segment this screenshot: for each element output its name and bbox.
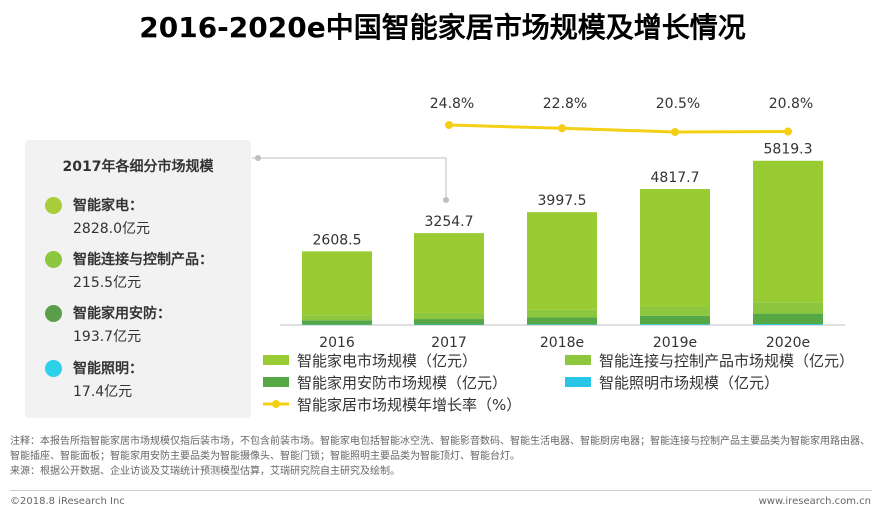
bar-segment-2020e-2 (753, 302, 823, 314)
breakdown-item-name: 智能照明： (73, 361, 143, 377)
legend-label: 智能连接与控制产品市场规模（亿元） (599, 352, 854, 370)
total-label: 3997.5 (538, 193, 587, 209)
bar-segment-2020e-1 (753, 313, 823, 325)
bar-segment-2019e-1 (640, 315, 710, 325)
site-url: www.iresearch.com.cn (758, 496, 871, 507)
breakdown-panel: 2017年各细分市场规模 智能家电： 2828.0亿元 智能连接与控制产品： 2… (25, 140, 251, 418)
total-label: 5819.3 (764, 142, 813, 158)
growth-label: 20.5% (656, 96, 700, 112)
legend-swatch (263, 377, 289, 387)
total-label: 2608.5 (313, 232, 362, 248)
growth-label: 20.8% (769, 96, 813, 112)
legend-swatch (565, 377, 591, 387)
x-tick-label: 2020e (766, 335, 810, 351)
legend-line-marker (272, 400, 280, 408)
callout-dot-start (255, 155, 261, 161)
legend-swatch (263, 355, 289, 365)
legend-label: 智能家电市场规模（亿元） (297, 352, 477, 370)
bar-segment-2018e-3 (527, 212, 597, 310)
bar-segment-2016-2 (302, 315, 372, 321)
bar-segment-2016-3 (302, 251, 372, 316)
source-text: 来源：根据公开数据、企业访谈及艾瑞统计预测模型估算，艾瑞研究院自主研究及绘制。 (10, 466, 400, 477)
connection-control-dot-icon (45, 251, 62, 268)
legend-label: 智能家居市场规模年增长率（%） (297, 396, 521, 414)
growth-point (671, 128, 679, 136)
legend-label: 智能照明市场规模（亿元） (599, 374, 779, 392)
legend-swatch (565, 355, 591, 365)
breakdown-item-value: 17.4亿元 (73, 384, 133, 400)
total-label: 3254.7 (425, 214, 474, 230)
breakdown-title: 2017年各细分市场规模 (62, 159, 214, 175)
bar-segment-2018e-1 (527, 317, 597, 325)
growth-point (445, 121, 453, 129)
bar-segment-2019e-0 (640, 324, 710, 325)
growth-label: 24.8% (430, 96, 474, 112)
bar-segment-2019e-2 (640, 306, 710, 316)
bar-segment-2020e-0 (753, 324, 823, 325)
breakdown-item-name: 智能家用安防： (73, 306, 171, 322)
bar-segment-2017-1 (414, 319, 484, 325)
note-text: 注释：本报告所指智能家居市场规模仅指后装市场，不包含前装市场。智能家电包括智能冰… (10, 436, 870, 462)
breakdown-item-value: 193.7亿元 (73, 329, 142, 345)
x-tick-label: 2018e (540, 335, 584, 351)
growth-label: 22.8% (543, 96, 587, 112)
callout-dot-end (443, 197, 449, 203)
notes: 注释：本报告所指智能家居市场规模仅指后装市场，不包含前装市场。智能家电包括智能冰… (10, 434, 872, 479)
bar-segment-2016-1 (302, 320, 372, 325)
appliances-dot-icon (45, 197, 62, 214)
security-dot-icon (45, 305, 62, 322)
bar-segment-2017-3 (414, 233, 484, 313)
callout-connector (252, 157, 447, 200)
breakdown-item-name: 智能连接与控制产品： (73, 252, 213, 268)
chart-title: 2016-2020e中国智能家居市场规模及增长情况 (139, 11, 746, 44)
footer-divider (10, 490, 872, 491)
bar-segment-2020e-3 (753, 160, 823, 303)
x-tick-label: 2017 (431, 335, 467, 351)
breakdown-item-name: 智能家电： (73, 198, 143, 214)
x-tick-label: 2016 (319, 335, 355, 351)
breakdown-item-value: 215.5亿元 (73, 275, 142, 291)
lighting-dot-icon (45, 360, 62, 377)
bar-segment-2018e-0 (527, 324, 597, 325)
x-tick-label: 2019e (653, 335, 697, 351)
total-label: 4817.7 (651, 170, 700, 186)
growth-point (784, 127, 792, 136)
growth-point (558, 124, 566, 133)
growth-line (448, 123, 789, 134)
legend-label: 智能家用安防市场规模（亿元） (297, 374, 507, 392)
copyright: ©2018.8 iResearch Inc (10, 496, 125, 507)
bar-segment-2018e-2 (527, 309, 597, 318)
bar-segment-2019e-3 (640, 189, 710, 307)
breakdown-item-value: 2828.0亿元 (73, 221, 150, 237)
bar-segment-2017-2 (414, 312, 484, 320)
